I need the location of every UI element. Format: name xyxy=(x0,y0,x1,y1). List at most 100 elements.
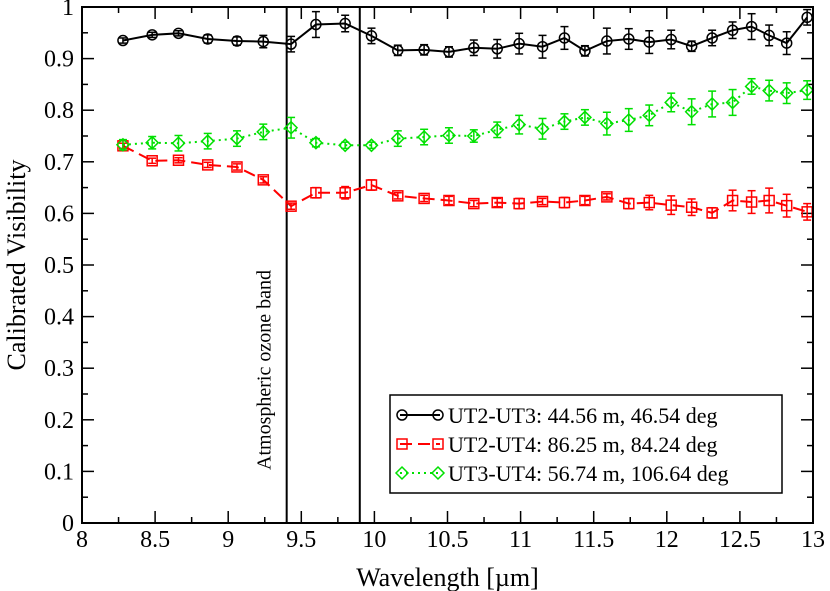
y-tick-label: 0 xyxy=(62,511,74,537)
data-point xyxy=(577,110,592,125)
data-point xyxy=(763,194,775,207)
tick-labels: 8 8.5 9 9.5 10 10.5 11 11.5 12 12.5 1300.10.20.30.… xyxy=(44,0,825,553)
data-point xyxy=(744,79,759,94)
legend-marker xyxy=(396,438,408,450)
data-point xyxy=(762,83,777,98)
data-point xyxy=(599,116,614,131)
data-point xyxy=(579,45,591,57)
data-point xyxy=(558,32,571,44)
data-point xyxy=(665,33,677,46)
y-tick-label: 0.7 xyxy=(44,150,74,176)
x-tick-label: 8 xyxy=(76,527,88,553)
data-point xyxy=(685,201,698,213)
data-point xyxy=(642,108,657,123)
data-point xyxy=(726,194,739,207)
y-tick-label: 0.3 xyxy=(44,356,74,382)
data-point xyxy=(201,33,214,45)
data-point xyxy=(763,29,775,42)
y-tick-label: 0.2 xyxy=(44,408,74,434)
data-point xyxy=(308,135,323,150)
data-point xyxy=(146,155,158,167)
data-point xyxy=(284,120,299,135)
data-point xyxy=(418,192,430,205)
data-point xyxy=(513,37,525,50)
data-point xyxy=(536,40,549,53)
data-point xyxy=(684,104,699,119)
data-point xyxy=(601,35,613,47)
x-tick-label: 12 xyxy=(655,527,679,553)
y-tick-label: 1 xyxy=(62,0,74,21)
data-point xyxy=(115,137,130,152)
y-tick-label: 0.9 xyxy=(44,47,74,73)
x-tick-label: 10 xyxy=(362,527,386,553)
data-point xyxy=(466,128,481,144)
data-point xyxy=(117,34,129,47)
y-axis-label: Calibrated Visibility xyxy=(2,160,31,371)
data-point xyxy=(231,161,243,173)
data-point xyxy=(441,128,457,143)
x-tick-label: 9.5 xyxy=(286,527,316,553)
data-point xyxy=(706,207,718,219)
data-point xyxy=(256,124,271,139)
data-point xyxy=(558,196,571,209)
data-point xyxy=(491,43,503,55)
data-point xyxy=(490,122,505,137)
data-point xyxy=(229,131,245,146)
data-point xyxy=(200,134,215,149)
data-point xyxy=(621,112,636,128)
data-point xyxy=(491,196,503,209)
legend-entry: UT3-UT4: 56.74 m, 106.64 deg xyxy=(394,461,728,486)
legend-label: UT2-UT3: 44.56 m, 46.54 deg xyxy=(448,403,717,428)
data-point xyxy=(443,46,455,58)
x-tick-label: 12.5 xyxy=(719,527,761,553)
data-point xyxy=(418,44,430,56)
x-tick-label: 10.5 xyxy=(427,527,469,553)
data-point xyxy=(536,195,549,208)
data-point xyxy=(623,197,635,210)
data-series xyxy=(115,8,815,221)
data-point xyxy=(779,86,794,101)
data-point xyxy=(417,129,432,145)
data-point xyxy=(201,159,214,171)
data-point xyxy=(310,187,322,199)
y-tick-label: 0.6 xyxy=(44,201,74,227)
data-point xyxy=(365,30,378,42)
legend-marker xyxy=(430,465,446,481)
data-point xyxy=(392,190,404,202)
y-tick-label: 0.8 xyxy=(44,98,74,124)
data-point xyxy=(285,38,297,50)
data-point xyxy=(146,29,158,41)
x-tick-label: 9 xyxy=(222,527,234,553)
data-point xyxy=(557,114,572,129)
legend-marker xyxy=(394,465,410,481)
data-point xyxy=(705,96,720,112)
legend-label: UT2-UT4: 86.25 m, 84.24 deg xyxy=(448,432,717,457)
legend-marker xyxy=(396,409,408,421)
data-point xyxy=(665,199,677,211)
data-point xyxy=(800,83,815,98)
data-point xyxy=(745,20,758,33)
data-point xyxy=(745,196,758,208)
data-point xyxy=(468,197,480,210)
data-point xyxy=(365,179,378,191)
x-tick-label: 11 xyxy=(509,527,532,553)
y-tick-label: 0.1 xyxy=(44,459,74,485)
data-point xyxy=(172,154,185,167)
data-point xyxy=(643,196,656,209)
data-point xyxy=(780,199,793,212)
data-point xyxy=(443,194,455,207)
legend: UT2-UT3: 44.56 m, 46.54 deg UT2-UT4: 86.2… xyxy=(389,394,783,494)
data-point xyxy=(339,17,351,30)
legend-box xyxy=(389,394,783,494)
data-point xyxy=(535,121,550,136)
data-point xyxy=(780,37,793,49)
data-point xyxy=(257,174,270,186)
data-point xyxy=(685,40,698,52)
data-point xyxy=(664,95,679,110)
data-point xyxy=(512,117,527,132)
legend-entry: UT2-UT4: 86.25 m, 84.24 deg xyxy=(396,432,717,457)
legend-entry: UT2-UT3: 44.56 m, 46.54 deg xyxy=(396,403,717,428)
data-point xyxy=(231,35,243,47)
data-point xyxy=(726,24,739,36)
